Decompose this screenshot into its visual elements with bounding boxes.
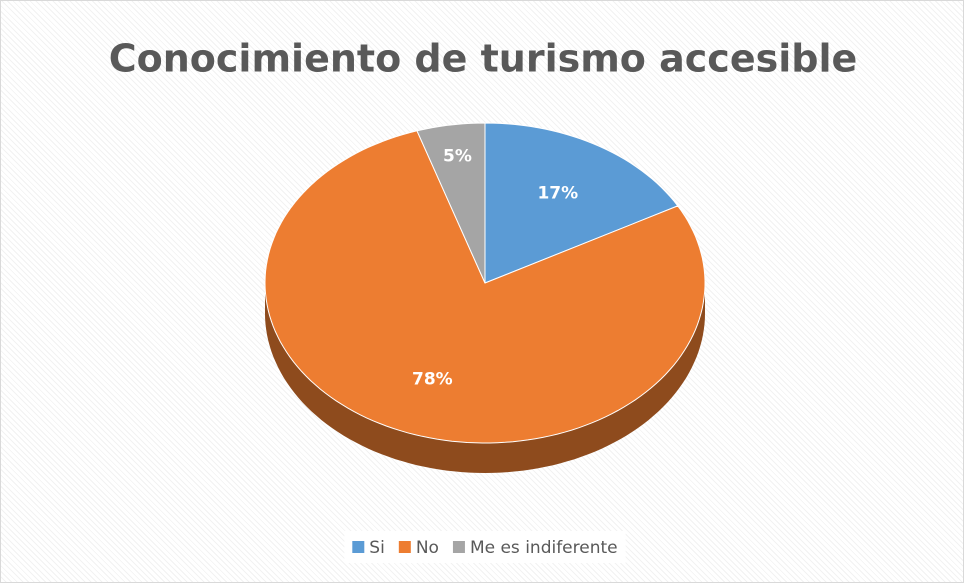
legend-label: Me es indiferente	[470, 538, 618, 558]
data-label: 78%	[412, 370, 453, 390]
slice	[264, 130, 706, 444]
legend: Si No Me es indiferente	[352, 538, 618, 558]
chart-title: Conocimiento de turismo accesible	[109, 37, 858, 81]
data-label: 17%	[537, 183, 578, 203]
slice-side	[265, 283, 705, 473]
legend-swatch	[352, 541, 365, 553]
slice	[416, 122, 486, 284]
legend-swatch	[452, 541, 465, 553]
legend-label: Si	[369, 538, 385, 558]
slice	[484, 122, 679, 284]
legend-box	[344, 531, 626, 563]
legend-swatch	[398, 541, 411, 553]
data-label: 5%	[443, 147, 472, 167]
legend-label: No	[416, 538, 439, 558]
